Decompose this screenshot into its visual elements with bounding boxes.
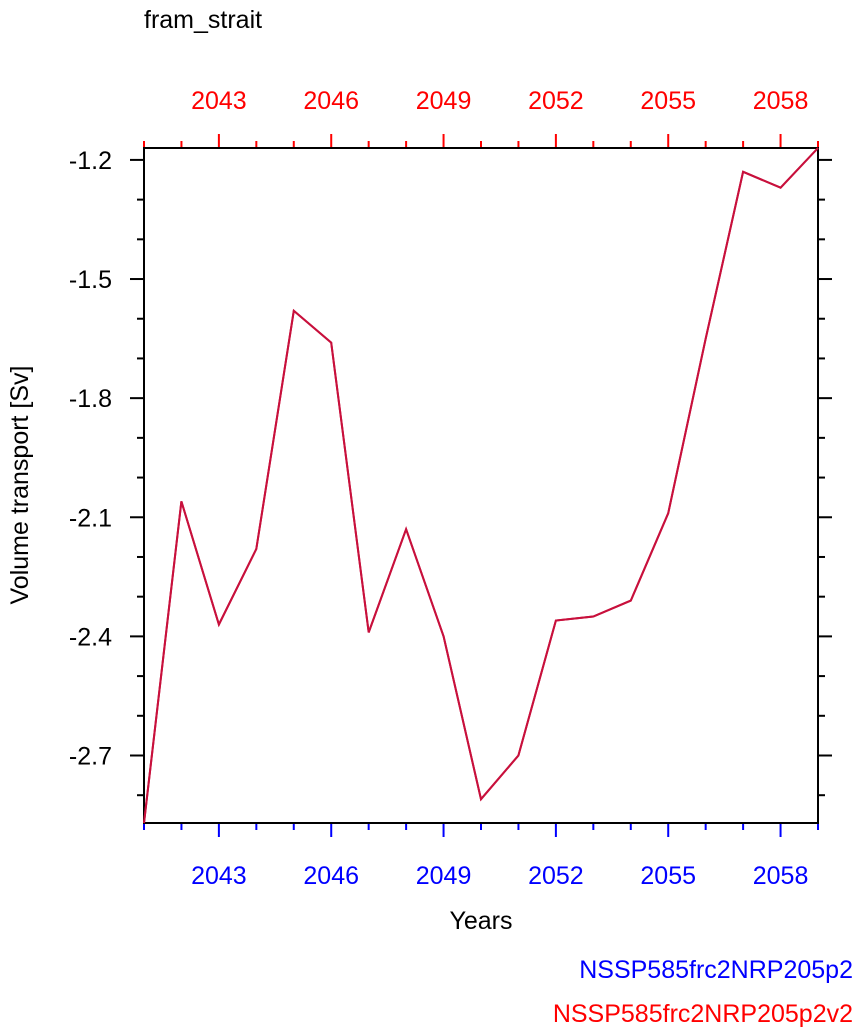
x-tick-label-top: 2058 (753, 87, 809, 115)
y-tick-label: -2.1 (69, 504, 112, 532)
plot-frame (143, 147, 819, 824)
legend-series-1: NSSP585frc2NRP205p2 (579, 956, 853, 984)
x-tick-label-bottom: 2058 (753, 862, 809, 890)
bottom-axis: 2043 2046 2049 2052 2055 2058 (143, 823, 819, 890)
series-line-2 (143, 147, 819, 824)
x-tick-label-top: 2046 (303, 87, 359, 115)
x-tick-label-top: 2043 (191, 87, 247, 115)
x-tick-label-bottom: 2055 (640, 862, 696, 890)
top-axis: 2043 2046 2049 2052 2055 2058 (143, 87, 819, 148)
x-tick-label-bottom: 2052 (528, 862, 584, 890)
x-axis-label: Years (449, 907, 512, 935)
y-tick-label: -2.4 (69, 623, 112, 651)
x-tick-label-top: 2052 (528, 87, 584, 115)
x-tick-label-bottom: 2049 (416, 862, 472, 890)
chart-title: fram_strait (144, 6, 262, 34)
x-tick-label-top: 2049 (416, 87, 472, 115)
left-axis: -1.2 -1.5 -1.8 -2.1 -2.4 -2.7 (69, 147, 144, 797)
y-tick-label: -1.5 (69, 266, 112, 294)
series-line-1 (143, 147, 819, 824)
right-axis (818, 158, 832, 797)
x-tick-label-bottom: 2043 (191, 862, 247, 890)
series-layer (143, 147, 819, 824)
x-tick-label-bottom: 2046 (303, 862, 359, 890)
y-tick-label: -1.2 (69, 147, 112, 175)
legend-series-2: NSSP585frc2NRP205p2v2 (553, 1000, 853, 1028)
x-tick-label-top: 2055 (640, 87, 696, 115)
y-tick-label: -2.7 (69, 743, 112, 771)
y-tick-label: -1.8 (69, 385, 112, 413)
y-axis-label: Volume transport [Sv] (6, 365, 34, 604)
